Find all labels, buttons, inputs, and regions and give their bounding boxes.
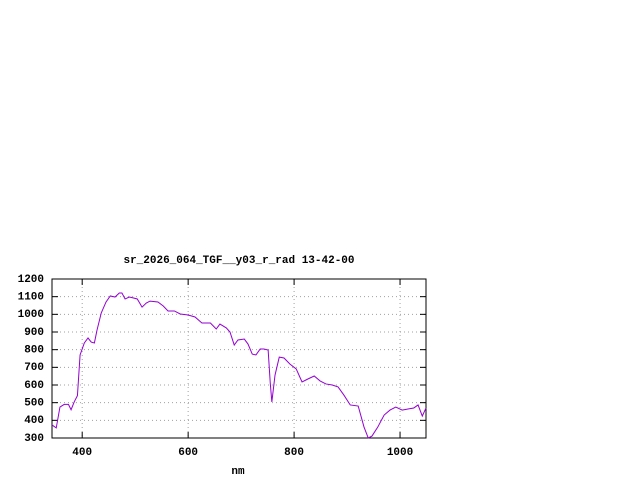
- y-tick-label: 800: [24, 345, 44, 357]
- data-line: [51, 292, 427, 439]
- y-tick-label: 700: [24, 362, 44, 374]
- x-axis-label: nm: [231, 466, 245, 478]
- plot-frame: [51, 278, 427, 439]
- x-tick-label: 600: [178, 447, 198, 459]
- y-tick-label: 1100: [18, 292, 44, 304]
- x-tick-label: 1000: [387, 447, 413, 459]
- y-tick-label: 300: [24, 433, 44, 445]
- y-tick-label: 600: [24, 380, 44, 392]
- x-tick-label: 800: [284, 447, 304, 459]
- y-tick-label: 900: [24, 327, 44, 339]
- y-tick-label: 1200: [18, 274, 44, 286]
- x-tick-label: 400: [72, 447, 92, 459]
- y-tick-label: 1000: [18, 309, 44, 321]
- y-tick-label: 500: [24, 398, 44, 410]
- y-tick-label: 400: [24, 415, 44, 427]
- chart-title: sr_2026_064_TGF__y03_r_rad 13-42-00: [123, 255, 354, 267]
